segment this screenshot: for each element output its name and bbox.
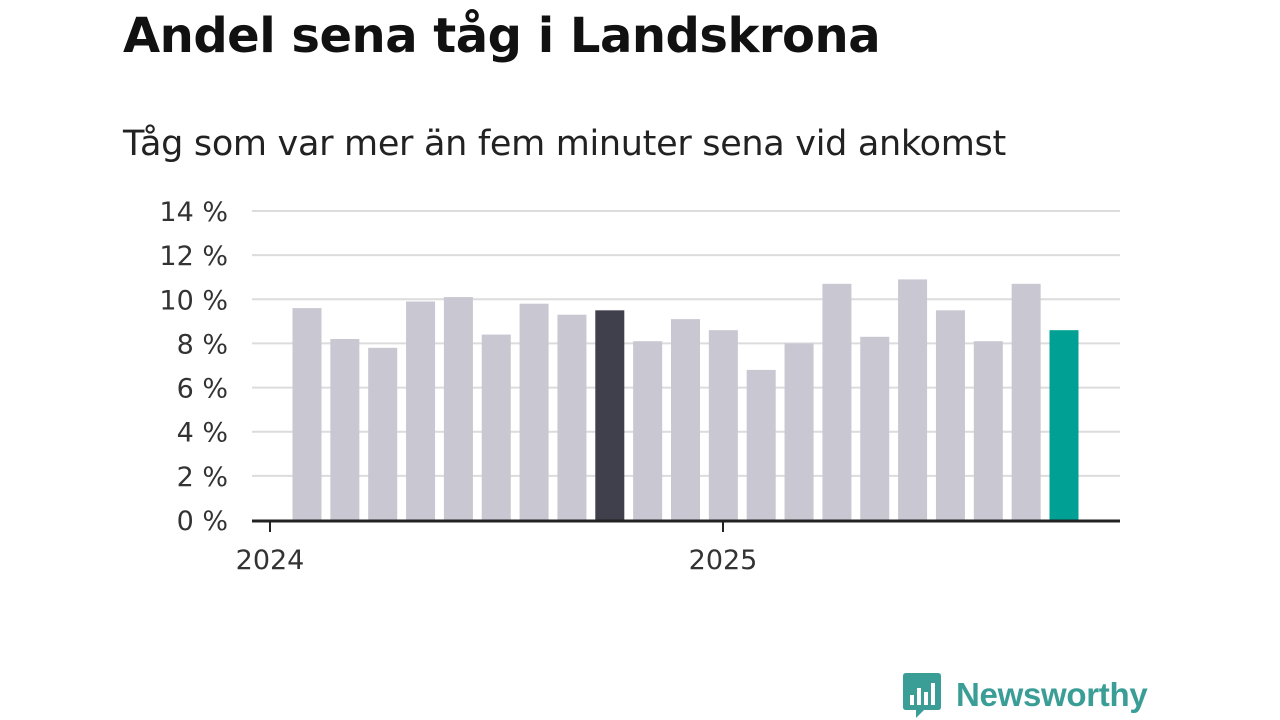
bar xyxy=(860,336,890,520)
brand-name: Newsworthy xyxy=(956,676,1148,713)
chart-subtitle: Tåg som var mer än fem minuter sena vid … xyxy=(123,124,1006,164)
bar xyxy=(292,308,322,520)
bar xyxy=(708,330,738,520)
bar xyxy=(784,343,814,520)
bar xyxy=(898,279,928,520)
bar xyxy=(633,341,663,520)
y-tick-label: 12 % xyxy=(159,241,228,272)
bar xyxy=(1049,330,1079,520)
bar xyxy=(557,314,587,520)
chart-title: Andel sena tåg i Landskrona xyxy=(123,8,881,64)
y-tick-label: 14 % xyxy=(159,197,228,228)
y-tick-label: 10 % xyxy=(159,285,228,316)
bar xyxy=(822,283,852,520)
bar xyxy=(1011,283,1041,520)
bar xyxy=(406,301,436,520)
bar-chart-logo-icon xyxy=(903,673,941,718)
y-tick-label: 0 % xyxy=(177,506,228,537)
x-tick-label: 2025 xyxy=(689,545,758,576)
bar xyxy=(973,341,1003,520)
bar xyxy=(746,369,776,520)
y-tick-label: 4 % xyxy=(177,418,228,449)
bar-chart: 0 % 2 % 4 % 6 % 8 % 10 % 12 % 14 % 2024 2025 xyxy=(159,197,1120,576)
newsworthy-brand: Newsworthy xyxy=(902,670,1148,720)
bar xyxy=(595,310,625,520)
x-tick-label: 2024 xyxy=(236,545,305,576)
bar xyxy=(481,334,511,520)
bar xyxy=(935,310,965,520)
bar xyxy=(330,339,360,520)
bar xyxy=(671,319,700,520)
bar xyxy=(443,297,473,520)
y-tick-label: 2 % xyxy=(177,462,228,493)
y-tick-label: 6 % xyxy=(177,374,228,405)
bar xyxy=(368,347,398,520)
y-tick-label: 8 % xyxy=(177,329,228,360)
bar xyxy=(519,303,549,520)
